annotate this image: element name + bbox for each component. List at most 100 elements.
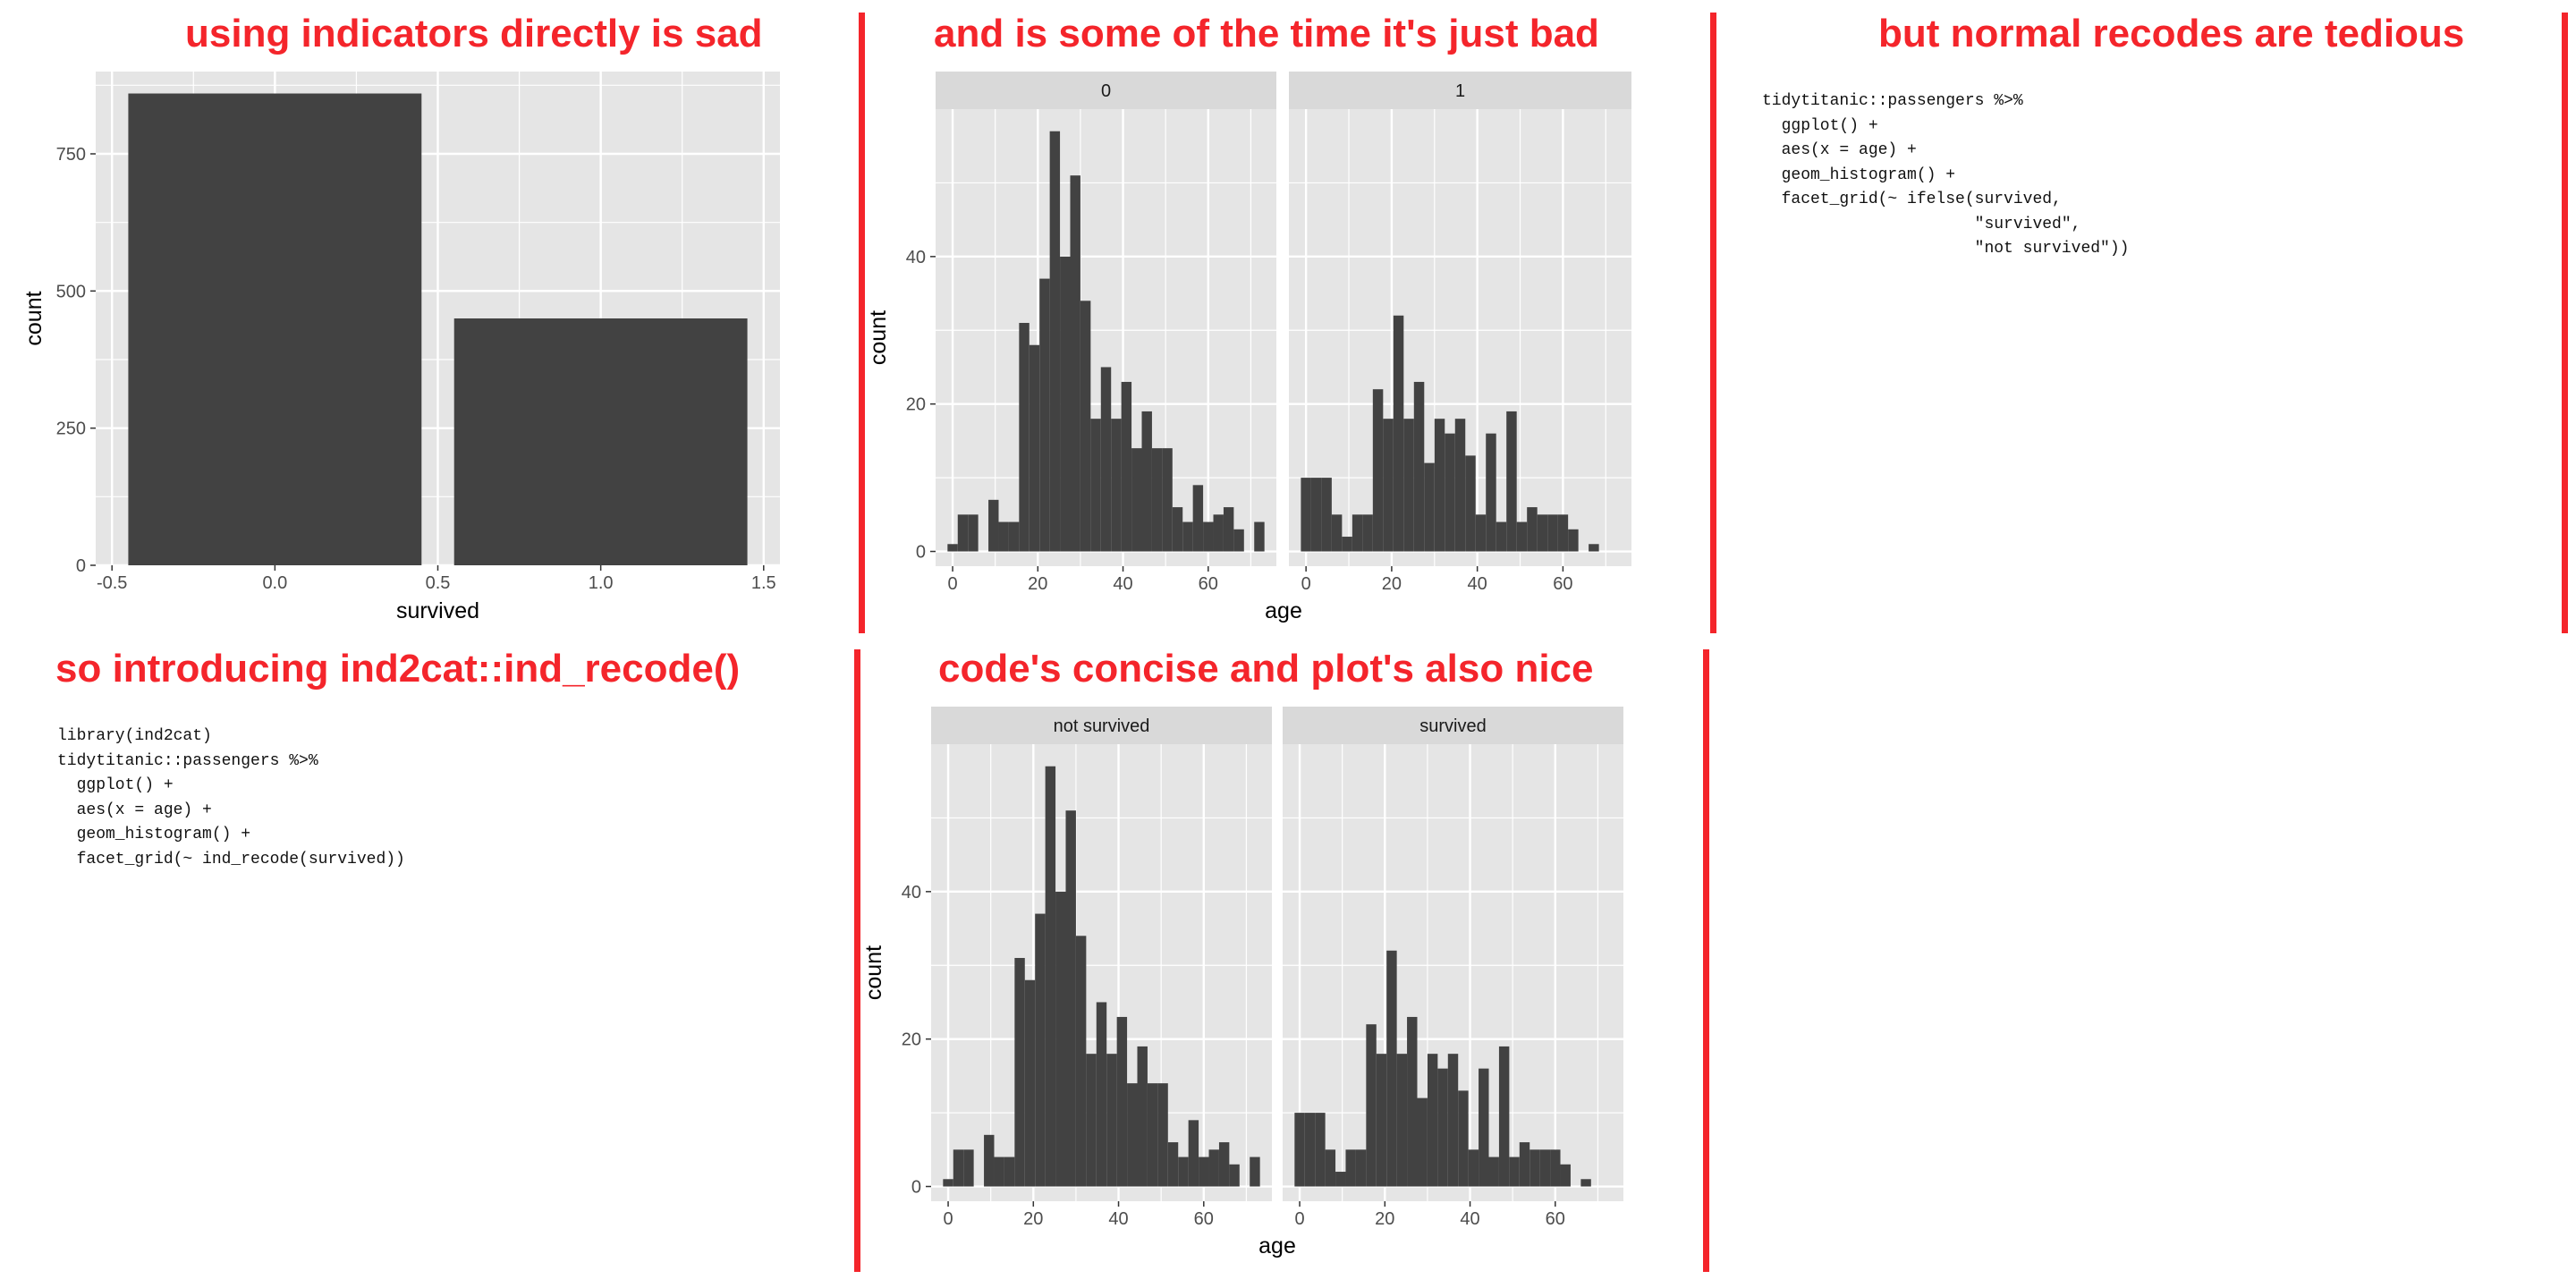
y-tick-label: 40	[902, 883, 921, 902]
histogram-bin	[1527, 507, 1538, 552]
histogram-bin	[1192, 485, 1204, 552]
histogram-bin	[943, 1179, 953, 1187]
histogram-bin	[1182, 521, 1193, 552]
histogram-bin	[968, 514, 979, 552]
facet-strip-label: survived	[1419, 716, 1486, 736]
histogram-bin	[1413, 381, 1425, 552]
x-tick-label: 1.5	[751, 573, 776, 593]
histogram-bin	[1496, 521, 1507, 552]
histogram-bin	[1035, 913, 1046, 1187]
histogram-bin	[1121, 381, 1132, 552]
histogram-bin	[1516, 521, 1528, 552]
bar-survived-0	[128, 93, 422, 566]
histogram-bin	[1024, 979, 1036, 1187]
x-tick-label: 0	[943, 1209, 953, 1229]
histogram-bin	[1004, 1157, 1015, 1187]
histogram-bin	[1568, 529, 1579, 552]
histogram-bin	[1310, 478, 1322, 552]
panel-title-sometimes-bad: and is some of the time it's just bad	[934, 12, 1599, 55]
histogram-bin	[1111, 419, 1122, 552]
facet-strip	[1283, 707, 1623, 744]
histogram-bin	[1506, 411, 1517, 552]
histogram-bin	[1454, 419, 1466, 552]
histogram-bin	[1342, 537, 1352, 552]
histogram-bin	[1151, 448, 1163, 552]
histogram-bin	[1060, 256, 1071, 552]
histogram-bin	[1396, 1054, 1408, 1187]
histogram-bin	[1188, 1120, 1199, 1187]
histogram-bin	[1509, 1157, 1520, 1187]
histogram-bin	[1321, 478, 1332, 552]
histogram-bin	[1465, 455, 1476, 552]
histogram-bin	[1086, 1054, 1097, 1187]
histogram-bin	[1229, 1164, 1240, 1187]
histogram-bin	[1049, 131, 1061, 552]
histogram-bin	[1254, 521, 1265, 552]
histogram-bin	[1434, 419, 1445, 552]
histogram-bin	[1475, 514, 1487, 552]
x-tick-label: 60	[1553, 574, 1572, 594]
panel-title-indicators-sad: using indicators directly is sad	[185, 12, 763, 55]
x-axis-title: age	[1258, 1233, 1296, 1258]
histogram-bin	[1208, 1149, 1219, 1187]
histogram-bin	[1352, 514, 1363, 552]
x-tick-label: 20	[1028, 574, 1047, 594]
histogram-bin	[1055, 891, 1066, 1187]
x-axis-title: age	[1265, 598, 1302, 623]
histogram-bin	[1096, 1002, 1107, 1187]
histogram-bin	[1131, 448, 1142, 552]
histogram-bin	[1458, 1090, 1469, 1187]
histogram-bin	[1355, 1149, 1367, 1187]
histogram-bin	[1090, 419, 1101, 552]
histogram-bin	[1137, 1046, 1148, 1187]
bar-survived-1	[453, 318, 748, 565]
x-tick-label: 40	[1108, 1209, 1128, 1229]
histogram-bin	[1417, 1097, 1428, 1187]
histogram-bin	[1362, 514, 1373, 552]
y-axis-title: count	[861, 945, 886, 1000]
histogram-bin	[1029, 344, 1040, 552]
histogram-bin	[1301, 478, 1311, 552]
histogram-bin	[1427, 1054, 1438, 1187]
y-tick-label: 20	[906, 395, 926, 415]
histogram-bin	[1199, 1157, 1209, 1187]
x-tick-label: 40	[1468, 574, 1487, 594]
divider-far-right	[2562, 13, 2568, 633]
histogram-bin	[1039, 278, 1050, 552]
histogram-bin	[1372, 389, 1384, 552]
x-tick-label: 0.5	[426, 573, 451, 593]
x-tick-label: -0.5	[97, 573, 127, 593]
histogram-bin	[1386, 950, 1397, 1187]
panel-title-introducing-ind-recode: so introducing ind2cat::ind_recode()	[55, 647, 741, 691]
histogram-bin	[1294, 1113, 1305, 1187]
facet-strip-label: 0	[1101, 81, 1111, 101]
histogram-bin	[1014, 958, 1025, 1187]
histogram-bin	[1223, 507, 1234, 552]
x-axis-title: survived	[396, 598, 479, 623]
histogram-bin	[1162, 448, 1173, 552]
histogram-bin	[947, 544, 958, 552]
histogram-bin	[1560, 1164, 1571, 1187]
histogram-bin	[984, 1134, 995, 1187]
histogram-bin	[953, 1149, 964, 1187]
x-tick-label: 0	[1301, 574, 1311, 594]
y-tick-label: 20	[902, 1030, 921, 1050]
histogram-bin	[1589, 544, 1599, 552]
histogram-bin	[1172, 507, 1183, 552]
x-tick-label: 40	[1113, 574, 1132, 594]
histogram-bin	[1537, 514, 1548, 552]
x-tick-label: 60	[1199, 574, 1218, 594]
histogram-bin	[1233, 529, 1244, 552]
histogram-bin	[957, 514, 969, 552]
histogram-bin	[1178, 1157, 1189, 1187]
histogram-bin	[1488, 1157, 1499, 1187]
y-tick-label: 500	[56, 282, 86, 301]
histogram-bin	[1065, 810, 1076, 1187]
facet-strip	[1289, 72, 1631, 109]
histogram-bin	[1403, 419, 1414, 552]
x-tick-label: 0	[947, 574, 957, 594]
histogram-bin	[1580, 1179, 1591, 1187]
